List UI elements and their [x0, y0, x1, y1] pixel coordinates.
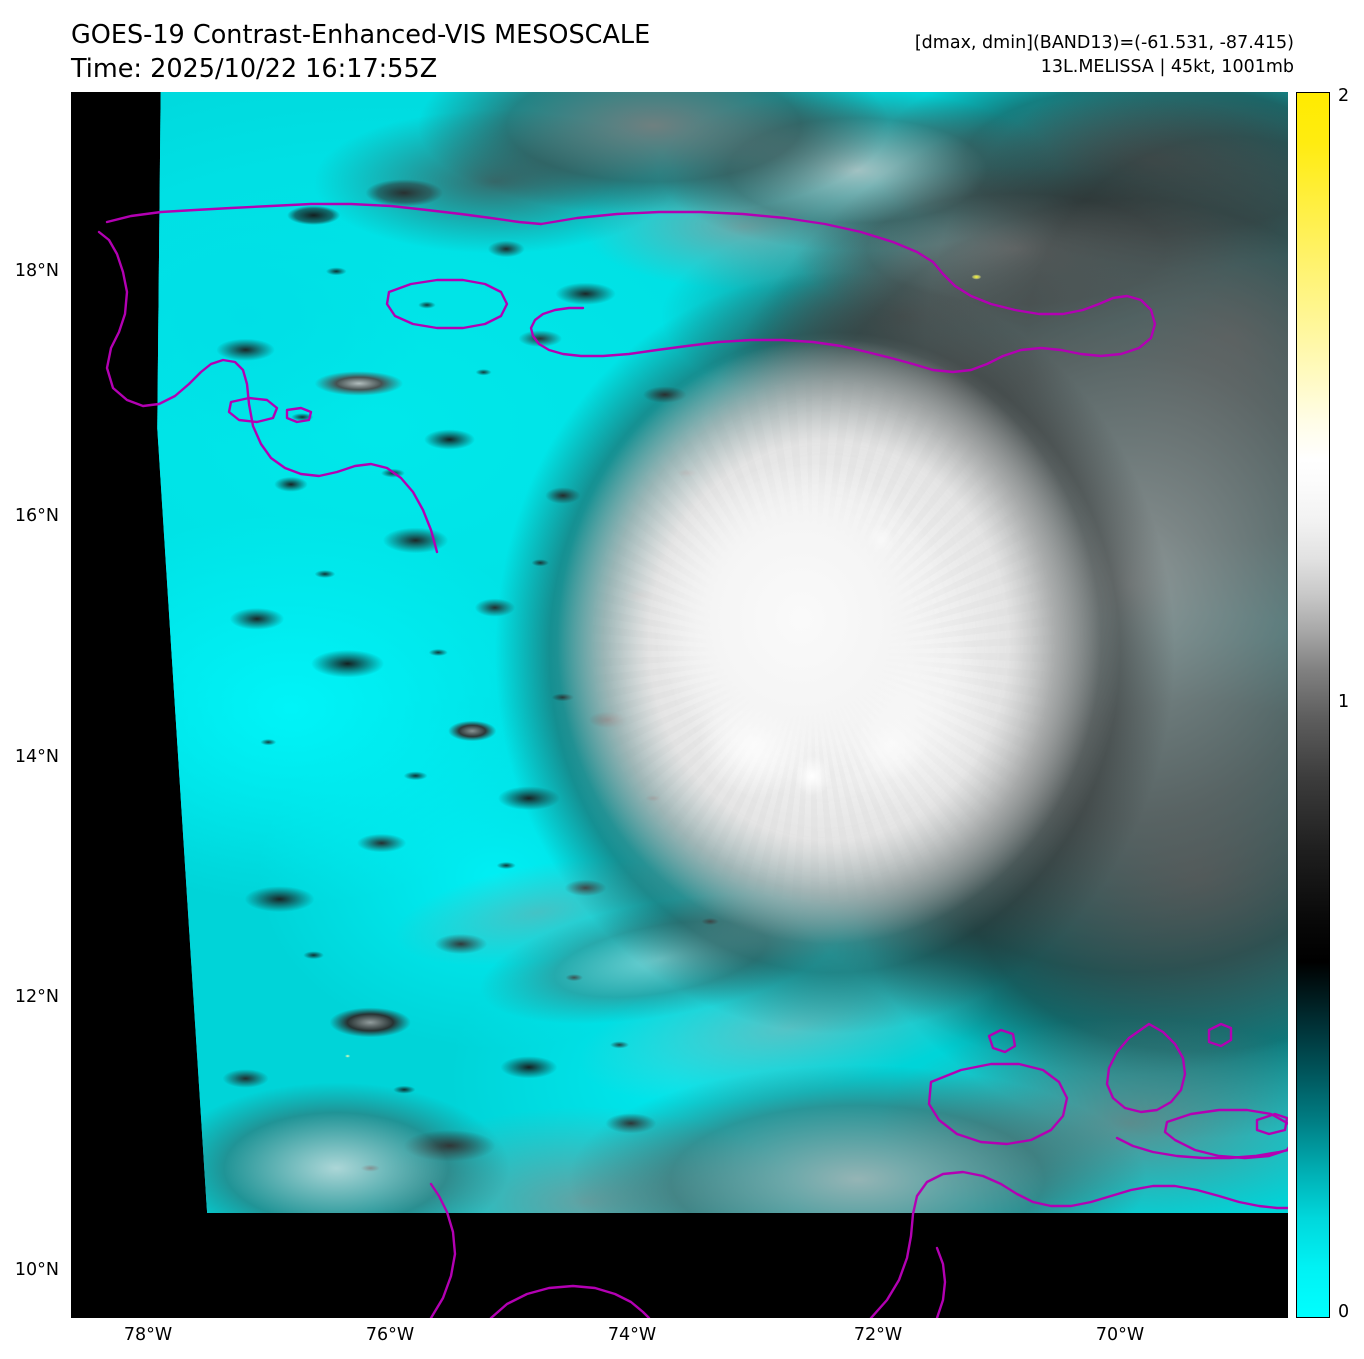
storm-info-label: 13L.MELISSA | 45kt, 1001mb — [1040, 57, 1294, 77]
data-minmax-label: [dmax, dmin](BAND13)=(-61.531, -87.415) — [914, 33, 1294, 53]
header-right-block: [dmax, dmin](BAND13)=(-61.531, -87.415) … — [915, 31, 1294, 79]
lon-tick-76W: 76°W — [365, 1325, 415, 1345]
lon-tick-78W: 78°W — [123, 1325, 173, 1345]
header-left-block: GOES-19 Contrast-Enhanced-VIS MESOSCALE … — [71, 18, 851, 86]
lon-tick-74W: 74°W — [607, 1325, 657, 1345]
overshooting-top-layer — [157, 92, 1288, 1213]
lat-tick-16N: 16°N — [14, 506, 59, 526]
satellite-image-plot[interactable]: Copyright © 2020-2025 Dapiya — [71, 92, 1288, 1318]
lat-tick-12N: 12°N — [14, 987, 59, 1007]
observation-time: Time: 2025/10/22 16:17:55Z — [71, 54, 438, 84]
colorbar-tick-0: 0 — [1338, 1302, 1350, 1322]
lat-tick-18N: 18°N — [14, 261, 59, 281]
lon-tick-72W: 72°W — [853, 1325, 903, 1345]
lat-tick-14N: 14°N — [14, 747, 59, 767]
colorbar[interactable] — [1296, 92, 1330, 1318]
lon-tick-70W: 70°W — [1095, 1325, 1145, 1345]
coastline-overlay — [97, 202, 1288, 1318]
lat-tick-10N: 10°N — [14, 1260, 59, 1280]
colorbar-tick-2: 2 — [1338, 86, 1350, 106]
colorbar-tick-1: 1 — [1338, 692, 1350, 712]
satellite-raster-swath — [157, 92, 1288, 1213]
page-title: GOES-19 Contrast-Enhanced-VIS MESOSCALE — [71, 20, 651, 50]
